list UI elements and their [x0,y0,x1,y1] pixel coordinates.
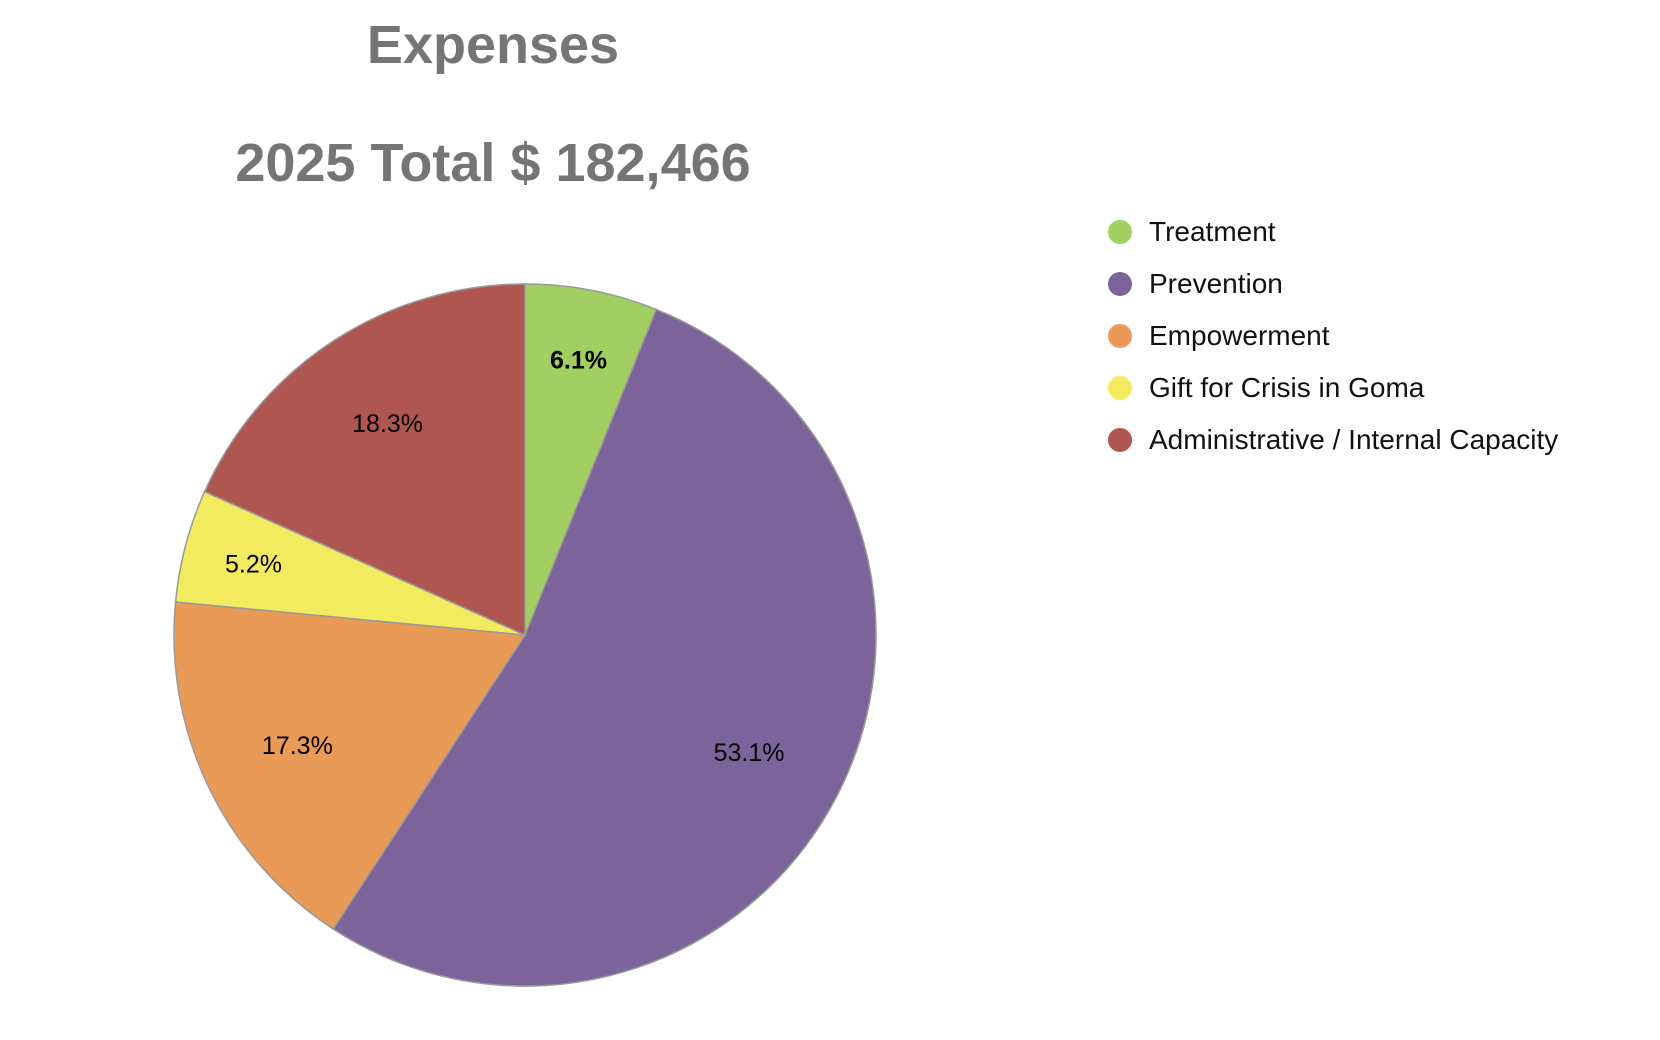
legend-marker [1108,428,1132,452]
slice-label: 18.3% [352,410,423,438]
legend-item[interactable]: Administrative / Internal Capacity [1108,414,1558,466]
legend-item[interactable]: Gift for Crisis in Goma [1108,362,1558,414]
slice-label: 17.3% [262,732,333,760]
slice-label: 53.1% [714,739,785,767]
pie-slice-1[interactable] [332,308,877,987]
legend-marker [1108,324,1132,348]
legend-label: Administrative / Internal Capacity [1149,424,1559,455]
legend-marker [1108,220,1132,244]
legend-item[interactable]: Empowerment [1108,310,1558,362]
slice-label: 5.2% [225,550,282,578]
pie-slice-4[interactable] [203,283,526,637]
chart-subtitle: 2025 Total $ 182,466 [235,133,751,193]
legend-marker [1108,376,1132,400]
legend: Treatment Prevention Empowerment Gift for C… [1108,206,1558,466]
chart-title: Expenses [366,15,620,75]
legend-label: Empowerment [1149,320,1330,351]
legend-marker [1108,272,1132,296]
legend-item[interactable]: Prevention [1108,258,1558,310]
legend-item[interactable]: Treatment [1108,206,1558,258]
legend-label: Treatment [1149,216,1276,247]
slice-label: 6.1% [550,346,607,374]
legend-label: Gift for Crisis in Goma [1149,372,1425,403]
pie-slice-0[interactable] [524,283,658,636]
legend-label: Prevention [1149,268,1283,299]
pie-slice-2[interactable] [173,601,527,931]
